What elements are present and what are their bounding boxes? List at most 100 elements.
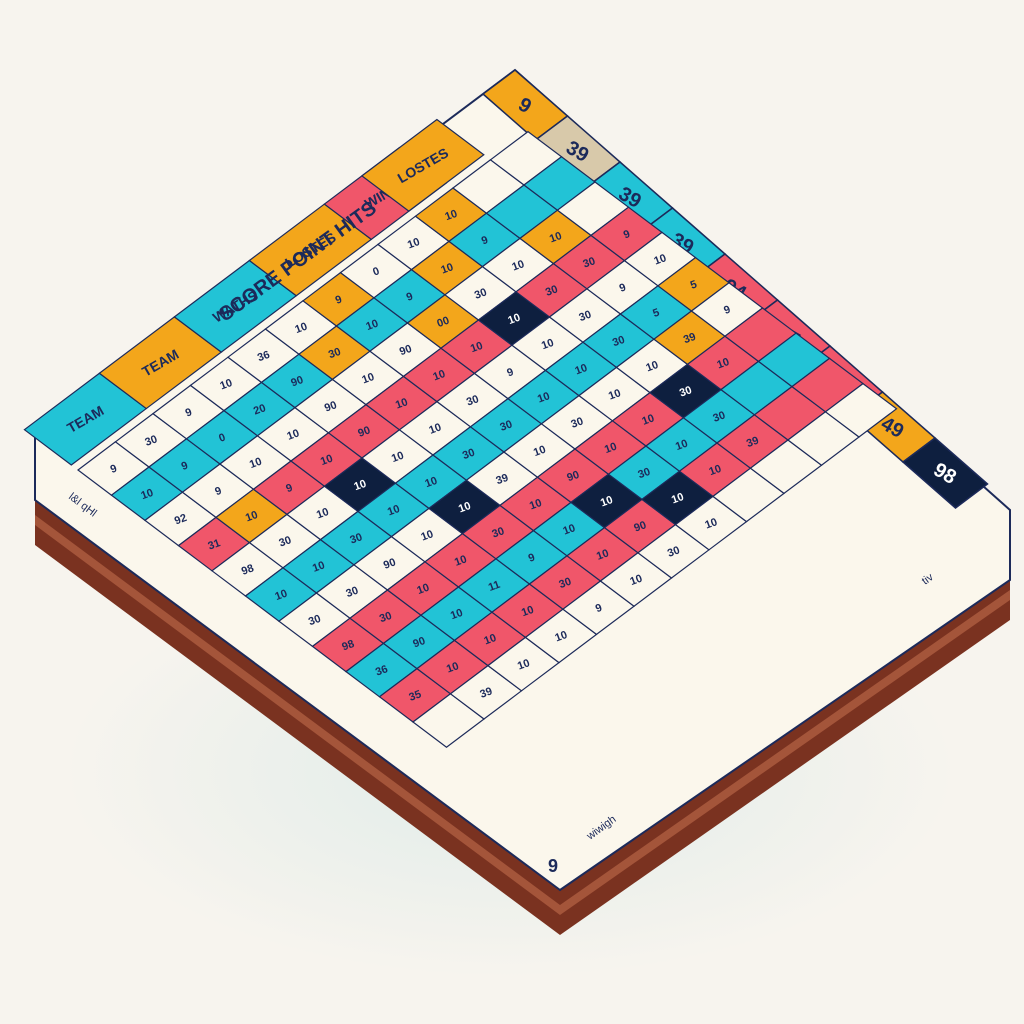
grid-cell-value: 30 (461, 447, 477, 462)
grid-cell-value: 9 (405, 290, 415, 303)
grid-cell-value: 30 (277, 534, 293, 549)
grid-cell-value: 30 (678, 384, 694, 399)
grid-cell-value: 39 (682, 331, 698, 346)
grid-cell-value: 10 (573, 362, 589, 377)
bottom-scribble-3: 9 (548, 856, 558, 876)
side-column-cell (901, 437, 989, 509)
grid-cell-value: 10 (406, 236, 422, 251)
grid-cell-value: 30 (473, 286, 489, 301)
grid-cell-value: 9 (527, 551, 537, 564)
grid-cell-value: 30 (465, 393, 481, 408)
grid-cell-value: 30 (307, 613, 323, 628)
grid-cell-value: 31 (206, 537, 222, 552)
grid-cell-value: 10 (415, 582, 431, 597)
grid-cell-value: 10 (311, 559, 327, 574)
grid-cell-value: 90 (356, 424, 372, 439)
grid-cell-value: 9 (180, 460, 190, 473)
grid-cell-value: 35 (407, 688, 423, 703)
grid-cell-value: 10 (390, 450, 406, 465)
grid-cell-value: 10 (457, 500, 473, 515)
grid-cell-value: 9 (284, 482, 294, 495)
grid-cell-value: 39 (478, 685, 494, 700)
grid-cell-value: 10 (506, 312, 522, 327)
grid-cell-value: 11 (487, 579, 502, 594)
grid-cell-value: 30 (711, 409, 727, 424)
grid-cell-value: 30 (577, 309, 593, 324)
grid-cell-value: 10 (482, 632, 498, 647)
grid-cell-value: 10 (553, 629, 569, 644)
grid-cell-value: 10 (532, 444, 548, 459)
grid-cell-value: 9 (184, 406, 194, 419)
grid-cell-value: 10 (449, 607, 465, 622)
grid-cell-value: 10 (536, 390, 552, 405)
grid-cell-value: 10 (640, 412, 656, 427)
grid-cell-value: 98 (340, 638, 356, 653)
grid-cell-value: 10 (443, 208, 459, 223)
grid-cell-value: 9 (594, 602, 604, 615)
grid-cell-value: 10 (285, 427, 301, 442)
grid-cell-value: 10 (218, 377, 234, 392)
grid-cell-value: 10 (248, 456, 264, 471)
grid-cell-value: 30 (666, 544, 682, 559)
grid-cell-value: 10 (394, 396, 410, 411)
grid-cell-value: 10 (540, 337, 556, 352)
grid-cell-value: 39 (745, 435, 761, 450)
grid-cell-value: 98 (240, 562, 256, 577)
grid-cell-value: 36 (374, 663, 390, 678)
grid-cell-value: 90 (323, 399, 339, 414)
grid-cell-value: 10 (386, 503, 402, 518)
grid-cell-value: 10 (528, 497, 544, 512)
grid-cell-value: 92 (173, 512, 189, 527)
grid-cell-value: 10 (520, 604, 536, 619)
grid-cell-value: 30 (544, 283, 560, 298)
grid-cell-value: 10 (293, 321, 309, 336)
grid-cell-value: 30 (498, 418, 514, 433)
grid-cell-value: 9 (334, 293, 344, 306)
grid-cell-value: 10 (364, 318, 380, 333)
grid-cell-value: 10 (419, 528, 435, 543)
grid-cell-value: 10 (273, 588, 289, 603)
grid-cell-value: 10 (644, 359, 660, 374)
score-grid: 9309103610901010109020903010910992910109… (77, 130, 898, 748)
grid-cell-value: 10 (319, 453, 335, 468)
grid-cell-value: 9 (480, 234, 490, 247)
grid-cell-value: 90 (382, 556, 398, 571)
grid-cell-value: 5 (651, 307, 661, 320)
grid-cell-value: 30 (490, 525, 506, 540)
grid-cell-value: 10 (674, 438, 690, 453)
grid-cell-value: 10 (445, 660, 461, 675)
grid-cell-value: 30 (327, 346, 343, 361)
grid-cell-value: 10 (603, 441, 619, 456)
grid-cell-value: 5 (689, 278, 699, 291)
grid-cell-value: 10 (715, 356, 731, 371)
grid-cell-value: 10 (315, 506, 331, 521)
grid-cell-value: 00 (435, 315, 451, 330)
grid-cell-value: 30 (636, 466, 652, 481)
grid-cell-value: 9 (109, 463, 119, 476)
grid-cell-value: 20 (252, 402, 268, 417)
grid-cell-value: 10 (599, 494, 615, 509)
grid-cell-value: 10 (360, 371, 376, 386)
grid-cell-value: 0 (371, 265, 381, 278)
grid-cell-value: 0 (217, 431, 227, 444)
grid-cell-value: 90 (632, 519, 648, 534)
grid-cell-value: 10 (244, 509, 260, 524)
grid-cell-value: 30 (348, 531, 364, 546)
grid-cell-value: 10 (707, 463, 723, 478)
grid-cell-value: 9 (618, 281, 628, 294)
grid-cell-value: 10 (431, 368, 447, 383)
grid-cell (824, 382, 898, 438)
grid-cell-value: 30 (581, 255, 597, 270)
grid-cell-value: 10 (423, 475, 439, 490)
grid-cell-value: 10 (628, 573, 644, 588)
header-row: TEAMTEAMWATHSLOSTESWINTSLOSTES (23, 118, 485, 466)
grid-cell-value: 10 (595, 547, 611, 562)
board-base-side (35, 500, 1010, 935)
grid-cell-value: 30 (378, 610, 394, 625)
grid-cell-value: 30 (569, 415, 585, 430)
grid-cell-value: 10 (703, 516, 719, 531)
grid-cell-value: 9 (622, 228, 632, 241)
grid-cell-value: 9 (722, 304, 732, 317)
grid-cell-value: 9 (505, 366, 515, 379)
